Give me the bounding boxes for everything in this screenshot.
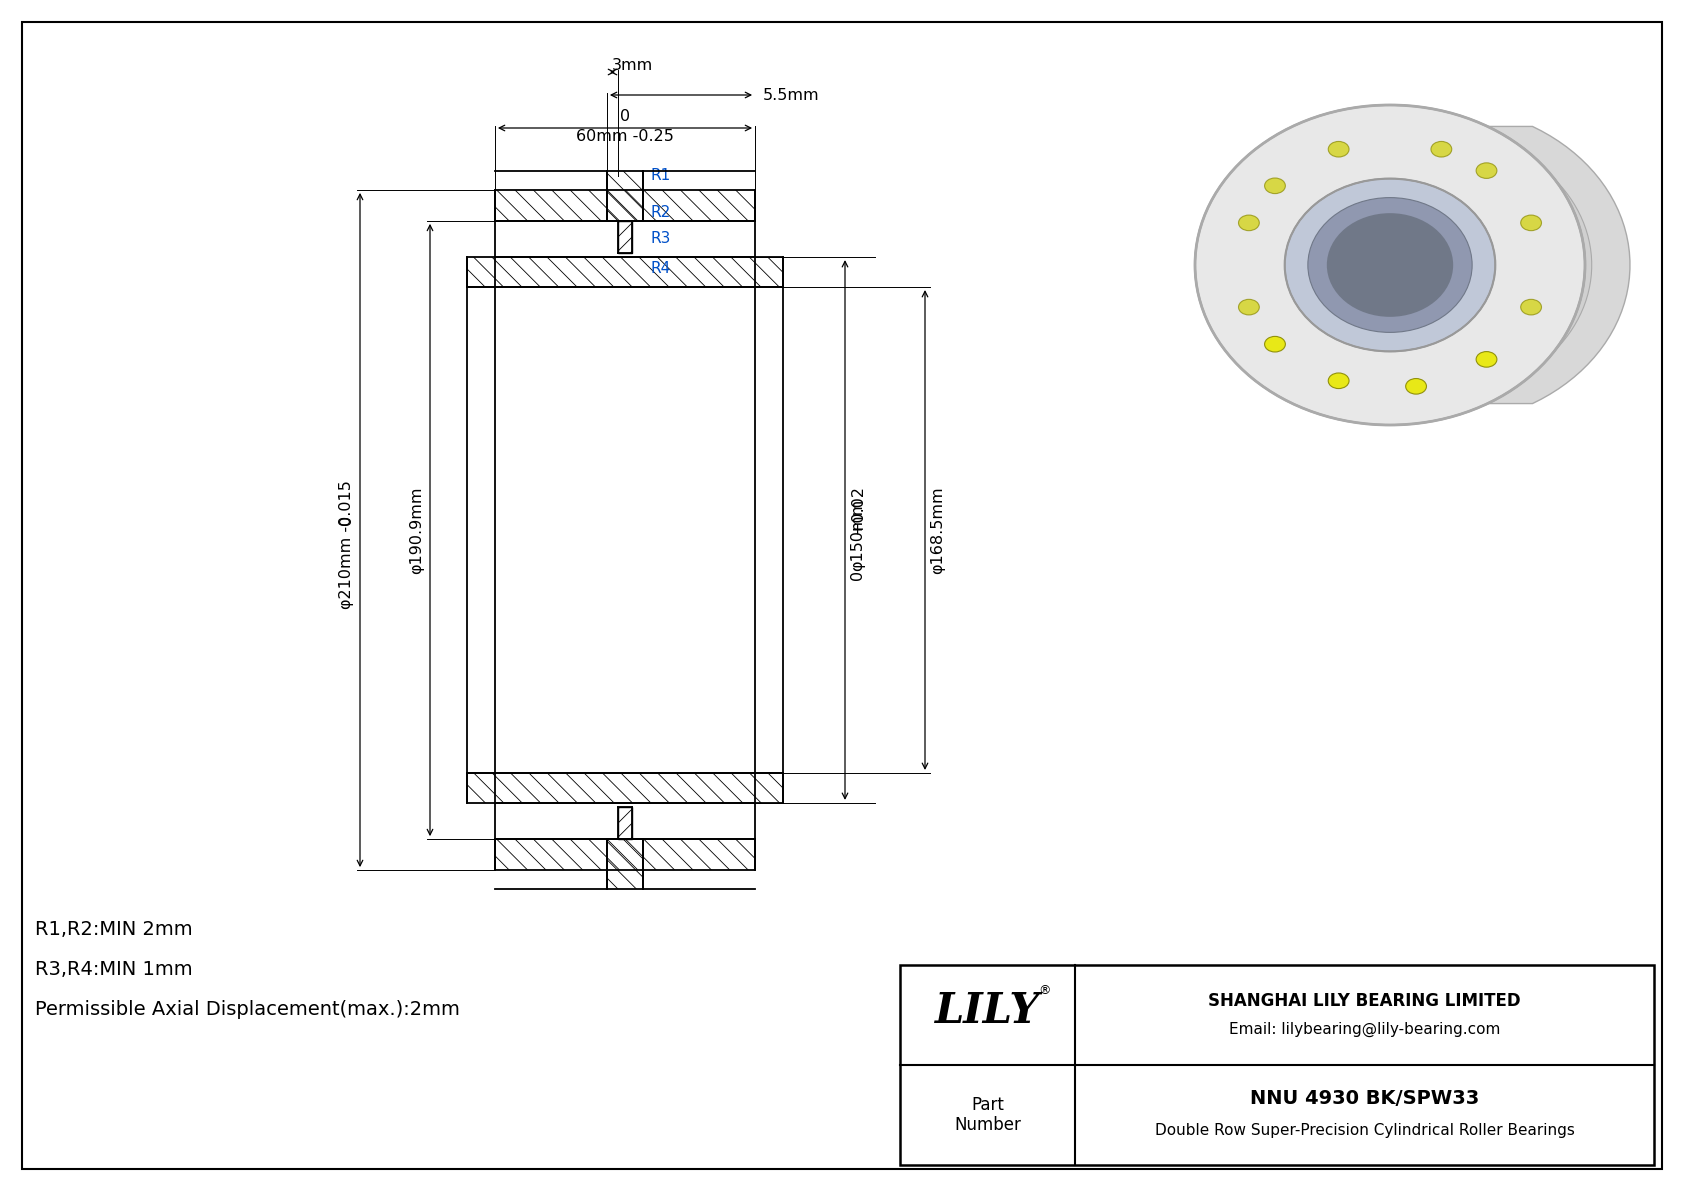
Text: LILY: LILY <box>935 990 1041 1031</box>
Ellipse shape <box>1329 373 1349 388</box>
Text: +0.02: +0.02 <box>850 486 866 535</box>
Text: φ210mm -0.015: φ210mm -0.015 <box>338 480 354 610</box>
Ellipse shape <box>1308 198 1472 332</box>
Text: Double Row Super-Precision Cylindrical Roller Bearings: Double Row Super-Precision Cylindrical R… <box>1155 1123 1575 1139</box>
Text: R4: R4 <box>652 262 672 276</box>
Bar <box>899 965 1654 1165</box>
Ellipse shape <box>1196 105 1585 425</box>
Text: 0: 0 <box>850 570 866 580</box>
Ellipse shape <box>1265 177 1285 194</box>
Ellipse shape <box>1477 351 1497 367</box>
Text: φ190.9mm: φ190.9mm <box>409 486 424 574</box>
Ellipse shape <box>1238 299 1260 314</box>
Ellipse shape <box>1327 213 1453 317</box>
Polygon shape <box>1487 126 1630 404</box>
Text: 0: 0 <box>338 515 354 525</box>
Text: R2: R2 <box>652 205 672 220</box>
Ellipse shape <box>1521 299 1541 314</box>
Text: R3: R3 <box>652 231 672 247</box>
Ellipse shape <box>1406 379 1426 394</box>
Text: φ150mm: φ150mm <box>850 499 866 572</box>
Ellipse shape <box>1431 142 1452 157</box>
Polygon shape <box>1517 177 1591 353</box>
Text: 3mm: 3mm <box>611 58 653 73</box>
Ellipse shape <box>1329 142 1349 157</box>
Ellipse shape <box>1521 216 1541 231</box>
Ellipse shape <box>1238 216 1260 231</box>
Text: SHANGHAI LILY BEARING LIMITED: SHANGHAI LILY BEARING LIMITED <box>1207 992 1521 1010</box>
Text: NNU 4930 BK/SPW33: NNU 4930 BK/SPW33 <box>1250 1090 1479 1109</box>
Text: Part
Number: Part Number <box>955 1096 1021 1134</box>
Ellipse shape <box>1265 336 1285 353</box>
Text: 5.5mm: 5.5mm <box>763 87 820 102</box>
Text: 0: 0 <box>620 110 630 124</box>
Ellipse shape <box>1477 163 1497 179</box>
Text: 60mm -0.25: 60mm -0.25 <box>576 129 674 144</box>
Ellipse shape <box>1285 179 1495 351</box>
Text: φ168.5mm: φ168.5mm <box>930 486 945 574</box>
Text: R3,R4:MIN 1mm: R3,R4:MIN 1mm <box>35 960 192 979</box>
Text: R1,R2:MIN 2mm: R1,R2:MIN 2mm <box>35 919 192 939</box>
Text: R1: R1 <box>652 168 672 183</box>
Text: ®: ® <box>1039 985 1051 998</box>
Text: Permissible Axial Displacement(max.):2mm: Permissible Axial Displacement(max.):2mm <box>35 1000 460 1019</box>
Text: Email: lilybearing@lily-bearing.com: Email: lilybearing@lily-bearing.com <box>1229 1022 1500 1036</box>
